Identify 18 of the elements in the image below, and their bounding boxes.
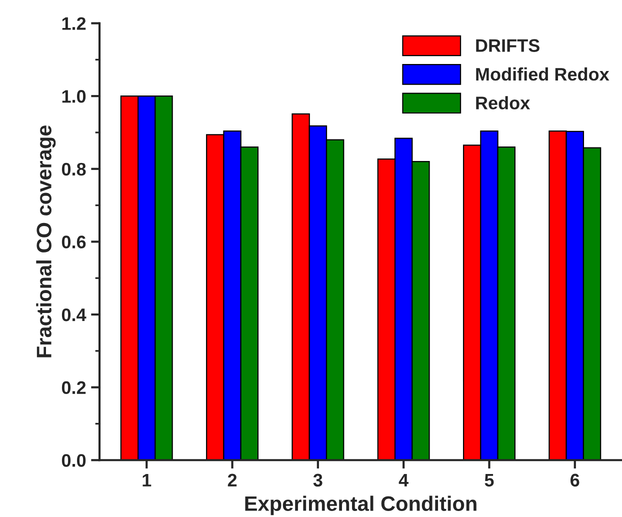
- x-tick-label: 2: [228, 474, 237, 486]
- y-tick-label: 0.6: [62, 236, 86, 248]
- x-tick-label: 1: [142, 474, 152, 486]
- x-axis-title: Experimental Condition: [245, 496, 476, 516]
- legend-label: Redox: [476, 96, 530, 110]
- y-tick-label: 0.4: [62, 308, 86, 322]
- x-tick-label: 4: [398, 474, 409, 486]
- legend-label: Modified Redox: [476, 67, 610, 81]
- y-axis-title: Fractional CO coverage: [36, 125, 56, 358]
- y-tick-label: 0.0: [62, 454, 86, 467]
- y-tick-label: 1.0: [62, 90, 86, 103]
- y-tick-label: 0.8: [62, 162, 86, 176]
- y-tick-label: 1.2: [62, 17, 86, 30]
- x-tick-label: 6: [570, 474, 580, 487]
- y-tick-label: 0.2: [62, 381, 86, 394]
- legend-label: DRIFTS: [476, 39, 540, 52]
- x-tick-label: 3: [313, 474, 322, 487]
- x-tick-label: 5: [484, 474, 494, 487]
